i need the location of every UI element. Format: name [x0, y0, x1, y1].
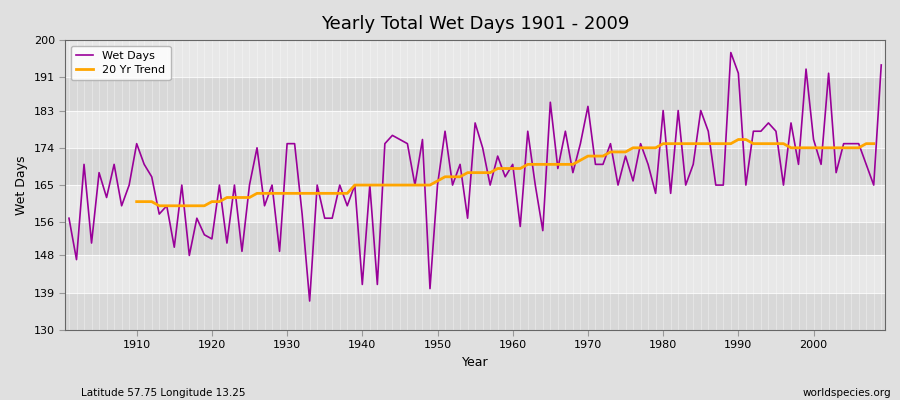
Bar [65, 293, 885, 330]
20 Yr Trend [508, 166, 518, 171]
Y-axis label: Wet Days: Wet Days [15, 155, 28, 215]
Bar [65, 185, 885, 222]
Line: 20 Yr Trend: 20 Yr Trend [137, 140, 874, 206]
Line: Wet Days: Wet Days [69, 52, 881, 301]
Wet Days [515, 224, 526, 229]
Wet Days [304, 299, 315, 304]
Wet Days [123, 183, 134, 188]
Wet Days [289, 141, 300, 146]
Wet Days [342, 203, 353, 208]
Wet Days [725, 50, 736, 55]
X-axis label: Year: Year [462, 356, 489, 369]
20 Yr Trend [718, 141, 729, 146]
Bar [65, 222, 885, 256]
20 Yr Trend [364, 183, 375, 188]
Bar [65, 110, 885, 148]
Legend: Wet Days, 20 Yr Trend: Wet Days, 20 Yr Trend [71, 46, 171, 80]
20 Yr Trend [311, 191, 322, 196]
Bar [65, 77, 885, 110]
Bar [65, 40, 885, 77]
20 Yr Trend [154, 203, 165, 208]
Bar [65, 256, 885, 293]
Wet Days [64, 216, 75, 221]
Text: Latitude 57.75 Longitude 13.25: Latitude 57.75 Longitude 13.25 [81, 388, 246, 398]
20 Yr Trend [733, 137, 743, 142]
Bar [65, 148, 885, 185]
20 Yr Trend [131, 199, 142, 204]
Text: worldspecies.org: worldspecies.org [803, 388, 891, 398]
Wet Days [508, 162, 518, 167]
Wet Days [605, 141, 616, 146]
20 Yr Trend [334, 191, 345, 196]
Title: Yearly Total Wet Days 1901 - 2009: Yearly Total Wet Days 1901 - 2009 [321, 15, 629, 33]
20 Yr Trend [530, 162, 541, 167]
Wet Days [876, 62, 886, 67]
20 Yr Trend [868, 141, 879, 146]
